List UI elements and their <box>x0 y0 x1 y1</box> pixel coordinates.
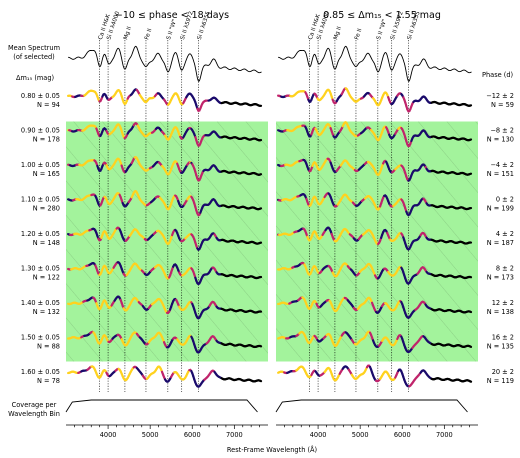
left-row-n: N = 88 <box>37 343 60 351</box>
x-tick-label: 5000 <box>142 431 159 439</box>
dm15-header: Δm₁₅ (mag) <box>16 74 54 82</box>
spectrum-row-2-0 <box>67 156 263 182</box>
spectrum-row-6-1 <box>277 296 473 319</box>
left-row-label: 1.40 ± 0.05 <box>21 299 60 307</box>
right-row-n: N = 59 <box>491 101 514 109</box>
coverage-curve-1 <box>275 399 468 413</box>
coverage-curve-0 <box>65 399 258 413</box>
feature-label: S II "W" <box>376 18 388 40</box>
spectrum-row-8-1 <box>277 364 473 388</box>
left-row-label: 1.60 ± 0.05 <box>21 368 60 376</box>
left-row-label: 0.90 ± 0.05 <box>21 127 60 135</box>
spectrum-row-8-0 <box>67 365 263 388</box>
coverage-label: Coverage per <box>12 401 57 409</box>
x-tick-label: 4000 <box>100 431 117 439</box>
spectrum-row-1-0 <box>67 122 263 147</box>
mean-spectrum-label-line1: Mean Spectrum <box>8 44 60 52</box>
right-row-label: 4 ± 2 <box>496 230 514 238</box>
left-row-n: N = 280 <box>33 205 60 213</box>
spectrum-row-7-0 <box>67 330 263 354</box>
x-tick-label: 4000 <box>310 431 327 439</box>
left-row-n: N = 178 <box>33 136 60 144</box>
right-row-n: N = 130 <box>487 136 514 144</box>
right-row-label: 20 ± 2 <box>492 368 514 376</box>
right-row-n: N = 199 <box>487 205 514 213</box>
phase-header: Phase (d) <box>482 71 513 79</box>
x-tick-label: 7000 <box>436 431 453 439</box>
spectrum-row-5-0 <box>67 261 263 286</box>
feature-label: Fe II <box>144 28 153 41</box>
mean-spectrum-0 <box>68 45 262 82</box>
right-row-n: N = 119 <box>487 377 514 385</box>
spectrum-row-5-1 <box>277 261 473 285</box>
spectrum-row-4-1 <box>277 226 473 251</box>
right-row-n: N = 138 <box>487 308 514 316</box>
left-row-n: N = 165 <box>33 170 60 178</box>
left-row-label: 1.20 ± 0.05 <box>21 230 60 238</box>
right-row-label: −12 ± 2 <box>486 92 514 100</box>
right-panel-title: 0.85 ≤ Δm₁₅ < 1.55 mag <box>323 10 441 21</box>
x-tick-label: 6000 <box>394 431 411 439</box>
spectrum-row-4-0 <box>67 226 263 251</box>
spectrum-row-1-1 <box>277 121 473 148</box>
mean-spectra <box>68 45 472 82</box>
feature-label: Mg II <box>123 26 133 41</box>
feature-label: Fe II <box>354 28 363 41</box>
mean-spectrum-label-line2: (of selected) <box>13 53 54 61</box>
spectrum-row-6-0 <box>67 295 263 320</box>
right-row-label: 12 ± 2 <box>492 299 514 307</box>
x-tick-label: 6000 <box>184 431 201 439</box>
left-row-n: N = 94 <box>37 101 60 109</box>
spectrum-row-3-0 <box>67 190 263 217</box>
right-row-label: −4 ± 2 <box>490 161 514 169</box>
right-row-label: 8 ± 2 <box>496 265 514 273</box>
right-row-n: N = 187 <box>487 239 514 247</box>
spectrum-row-0-0 <box>67 88 263 112</box>
feature-label: S II "W" <box>166 18 178 40</box>
spectrum-segment <box>468 345 473 348</box>
spectra-rows <box>67 87 473 388</box>
coverage-label-2: Wavelength Bin <box>8 410 60 418</box>
left-row-label: 1.30 ± 0.05 <box>21 265 60 273</box>
right-row-n: N = 173 <box>487 274 514 282</box>
mean-spectrum-label-2: (of selected) <box>13 53 54 61</box>
mean-spectrum-1 <box>278 45 472 82</box>
spectrum-row-7-1 <box>277 330 473 354</box>
left-row-n: N = 78 <box>37 377 60 385</box>
spectrum-row-0-1 <box>277 87 473 113</box>
row-labels: 0.80 ± 0.05N = 94 0.90 ± 0.05N = 178 1.00 … <box>21 92 514 385</box>
left-panel-title: −10 ≤ phase < 18 days <box>115 10 229 21</box>
left-row-n: N = 132 <box>33 308 60 316</box>
x-axis-label: Rest-Frame Wavelength (Å) <box>227 445 317 454</box>
x-axes: 4000 5000 6000 7000 4000 5000 6000 7000 <box>66 424 478 439</box>
right-row-n: N = 135 <box>487 343 514 351</box>
x-tick-label: 5000 <box>352 431 369 439</box>
highlight-band <box>66 121 478 362</box>
spectrum-row-3-1 <box>277 192 473 217</box>
right-row-label: 0 ± 2 <box>496 196 514 204</box>
right-row-n: N = 151 <box>487 170 514 178</box>
left-row-label: 1.00 ± 0.05 <box>21 161 60 169</box>
coverage-label-line1: Coverage per <box>12 401 57 409</box>
right-row-label: −8 ± 2 <box>490 127 514 135</box>
spectrum-row-2-1 <box>277 157 473 182</box>
coverage-label-line2: Wavelength Bin <box>8 410 60 418</box>
left-row-label: 1.10 ± 0.05 <box>21 196 60 204</box>
left-row-label: 0.80 ± 0.05 <box>21 92 60 100</box>
x-tick-label: 7000 <box>226 431 243 439</box>
feature-label: Mg II <box>333 26 343 41</box>
left-row-n: N = 122 <box>33 274 60 282</box>
left-row-label: 1.50 ± 0.05 <box>21 334 60 342</box>
coverage-curves <box>65 399 468 413</box>
right-row-label: 16 ± 2 <box>492 334 514 342</box>
mean-spectrum-label: Mean Spectrum <box>8 44 60 52</box>
left-row-n: N = 148 <box>33 239 60 247</box>
